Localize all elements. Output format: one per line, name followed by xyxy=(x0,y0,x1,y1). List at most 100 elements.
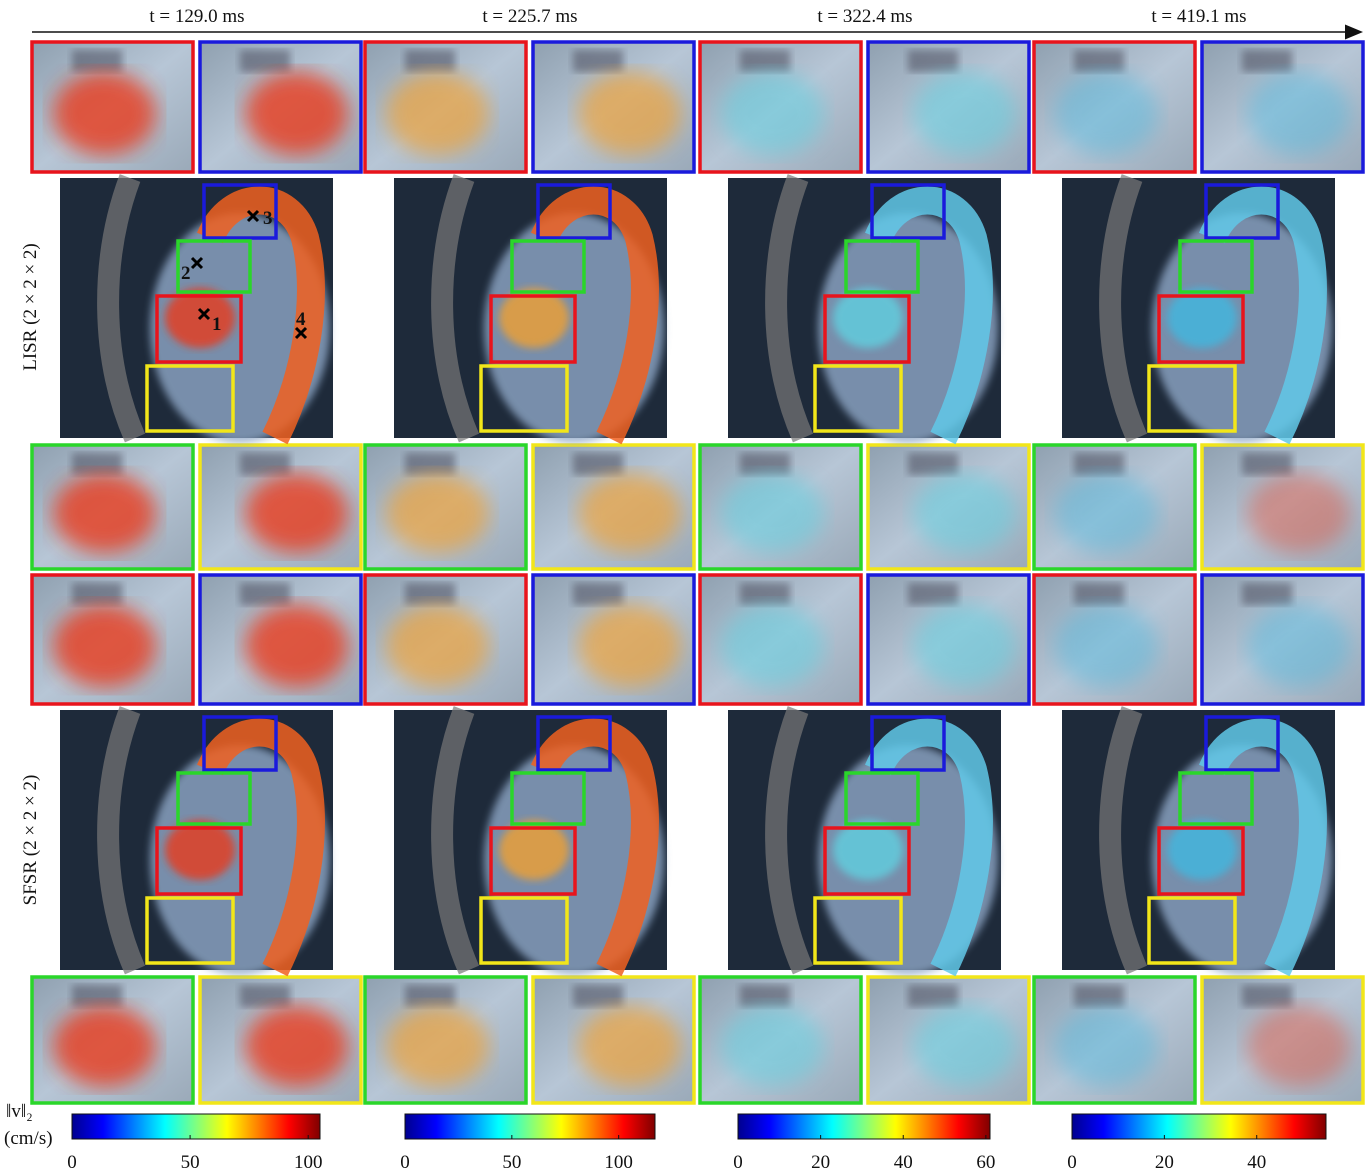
flow xyxy=(1247,474,1350,553)
zoom-panel xyxy=(365,575,526,704)
zoom-panel xyxy=(533,42,694,172)
flow xyxy=(245,72,348,155)
flow xyxy=(1247,72,1350,155)
colorbar-tick-label: 100 xyxy=(294,1152,323,1173)
zoom-panel xyxy=(1202,445,1363,569)
zoom-panel xyxy=(1034,42,1195,172)
flow xyxy=(578,605,681,688)
colorbar-tick-label: 20 xyxy=(1155,1152,1174,1173)
main-image xyxy=(394,710,667,975)
zoom-dark xyxy=(1074,50,1124,72)
flow xyxy=(245,1006,348,1087)
zoom-panel xyxy=(1202,42,1363,172)
zoom-panel xyxy=(1034,445,1195,569)
zoom-dark xyxy=(908,50,958,72)
flow xyxy=(913,474,1016,553)
zoom-panel xyxy=(1034,977,1195,1103)
zoom-panel xyxy=(200,575,361,704)
zoom-dark xyxy=(1074,985,1124,1007)
panels xyxy=(32,42,1363,1103)
marker-label: 2 xyxy=(181,263,191,284)
zoom-dark xyxy=(405,583,455,605)
zoom-panel xyxy=(533,977,694,1103)
time-label: t = 322.4 ms xyxy=(817,6,912,27)
zoom-panel xyxy=(200,445,361,569)
flow xyxy=(1055,72,1158,155)
time-label: t = 129.0 ms xyxy=(149,6,244,27)
zoom-dark xyxy=(240,50,290,72)
main-image xyxy=(1062,178,1335,443)
marker-label: 1 xyxy=(212,314,222,335)
zoom-panel xyxy=(365,445,526,569)
zoom-panel xyxy=(1034,575,1195,704)
zoom-panel xyxy=(700,977,861,1103)
zoom-dark xyxy=(1242,985,1292,1007)
row-label: LISR (2 × 2 × 2) xyxy=(20,243,41,371)
zoom-dark xyxy=(573,583,623,605)
main-image xyxy=(60,178,333,443)
flow xyxy=(53,605,156,688)
zoom-dark xyxy=(908,453,958,475)
zoom-dark xyxy=(405,985,455,1007)
flow xyxy=(386,72,489,155)
zoom-panel xyxy=(868,42,1029,172)
flow xyxy=(578,474,681,553)
zoom-dark xyxy=(1074,583,1124,605)
time-label: t = 225.7 ms xyxy=(482,6,577,27)
colorbar-tick-label: 100 xyxy=(604,1152,633,1173)
flow xyxy=(721,474,824,553)
zoom-dark xyxy=(740,453,790,475)
main-image xyxy=(1062,710,1335,975)
main-image xyxy=(728,178,1001,443)
zoom-dark xyxy=(908,583,958,605)
colorbar-tick-label: 0 xyxy=(1067,1152,1077,1173)
zoom-panel xyxy=(700,42,861,172)
zoom-dark xyxy=(240,583,290,605)
colorbar-tick-label: 0 xyxy=(67,1152,77,1173)
zoom-panel xyxy=(700,575,861,704)
colorbar-tick-label: 20 xyxy=(811,1152,830,1173)
zoom-dark xyxy=(405,453,455,475)
marker-label: 4 xyxy=(296,309,306,330)
main-image xyxy=(60,710,333,975)
flow xyxy=(245,605,348,688)
zoom-panel xyxy=(868,977,1029,1103)
zoom-dark xyxy=(1242,453,1292,475)
flow xyxy=(578,72,681,155)
colorbar-tick-label: 50 xyxy=(181,1152,200,1173)
zoom-panel xyxy=(32,575,193,704)
flow xyxy=(1055,605,1158,688)
zoom-panel xyxy=(533,445,694,569)
flow xyxy=(578,1006,681,1087)
colorbar xyxy=(738,1114,990,1139)
colorbar-unit: (cm/s) xyxy=(4,1128,53,1149)
flow xyxy=(721,605,824,688)
flow xyxy=(1055,1006,1158,1087)
flow xyxy=(53,1006,156,1087)
colorbar-tick-label: 0 xyxy=(400,1152,410,1173)
flow xyxy=(386,474,489,553)
zoom-panel xyxy=(700,445,861,569)
zoom-dark xyxy=(740,50,790,72)
colorbar-tick-label: 60 xyxy=(976,1152,995,1173)
zoom-dark xyxy=(573,985,623,1007)
main-image xyxy=(728,710,1001,975)
flow xyxy=(245,474,348,553)
zoom-panel xyxy=(868,575,1029,704)
zoom-dark xyxy=(573,453,623,475)
zoom-dark xyxy=(72,50,122,72)
flow xyxy=(1247,1006,1350,1087)
colorbar-tick-label: 0 xyxy=(733,1152,743,1173)
zoom-panel xyxy=(32,977,193,1103)
flow xyxy=(53,474,156,553)
time-label: t = 419.1 ms xyxy=(1151,6,1246,27)
main-image xyxy=(394,178,667,443)
zoom-panel xyxy=(32,445,193,569)
flow xyxy=(913,72,1016,155)
colorbar xyxy=(72,1114,320,1139)
figure: ‖v‖₂ (cm/s) t = 129.0 mst = 225.7 mst = … xyxy=(0,0,1372,1175)
flow xyxy=(386,1006,489,1087)
row-label: SFSR (2 × 2 × 2) xyxy=(20,775,41,906)
zoom-dark xyxy=(240,453,290,475)
zoom-panel xyxy=(365,977,526,1103)
